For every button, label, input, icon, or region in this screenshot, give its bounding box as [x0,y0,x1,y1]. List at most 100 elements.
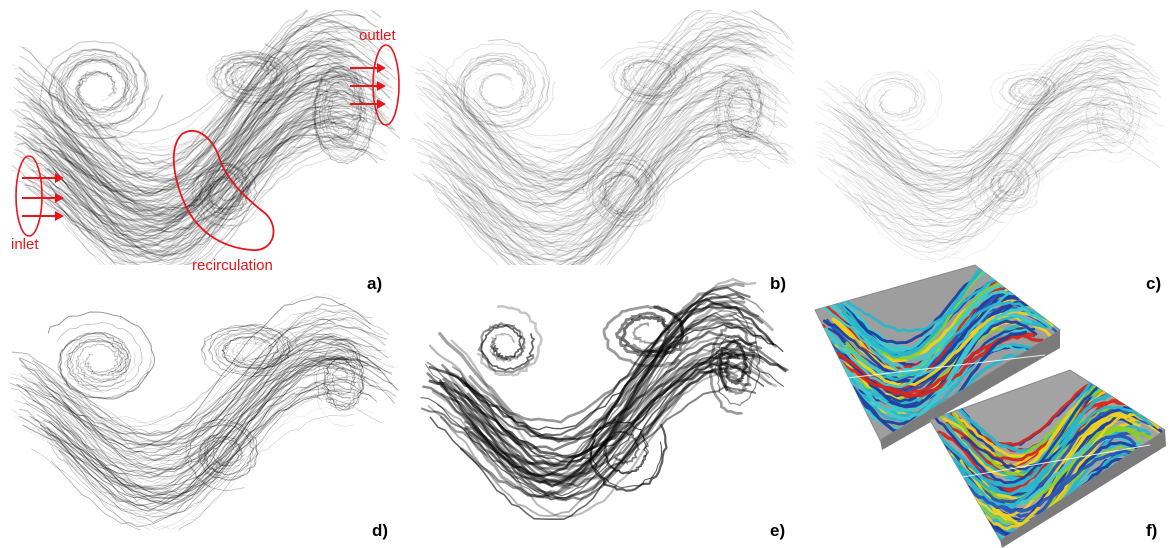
streamline [437,32,766,180]
streamline [31,96,384,265]
streamline [42,22,340,146]
streamline [19,52,348,160]
streamline [863,104,1117,212]
streamline [26,125,356,265]
streamline [717,71,758,155]
streamtube [843,265,1053,360]
streamline [624,61,687,96]
streamline [44,121,358,265]
streamline [720,75,767,147]
recirculation-outline [172,130,275,251]
streamline [977,159,1037,215]
streamline [452,103,742,202]
streamline [417,118,762,234]
streamline [624,60,673,97]
streamline [432,109,762,265]
streamline [53,61,344,182]
streamline [427,345,770,517]
streamline [866,103,1120,186]
streamline [449,25,794,192]
streamline [16,39,345,217]
streamline [326,347,361,404]
streamline [14,115,374,220]
streamline [980,151,1045,214]
streamline [41,108,355,256]
streamline [486,323,526,363]
streamline [49,116,354,265]
streamline [453,26,744,207]
streamline [424,310,737,501]
streamlines-d [9,293,399,530]
streamline [854,99,1149,247]
streamline [450,277,757,470]
streamline [449,80,779,197]
streamline [708,325,756,416]
streamline [21,10,382,180]
streamline [77,71,118,111]
streamline [445,134,743,233]
streamline [449,98,770,222]
streamline [25,134,354,234]
streamline [66,46,341,218]
streamline [1009,78,1050,105]
streamline [581,153,659,221]
streamline [323,355,364,408]
streamline [39,84,376,253]
streamline [827,75,1158,219]
streamline [841,123,1116,228]
streamline [411,39,763,137]
streamline [438,126,751,265]
streamline [847,119,1150,234]
streamline [193,164,250,226]
streamlines-e [420,277,789,520]
streamline [466,61,526,123]
inlet-arrowhead [55,211,64,221]
streamline [1012,76,1057,104]
streamline [444,10,789,174]
outlet-arrowhead [377,81,386,91]
streamline [594,146,665,228]
streamline [53,342,382,447]
streamtube [833,326,1037,401]
streamline [982,155,1039,210]
streamline [186,423,254,492]
streamline [64,25,386,186]
streamline [329,356,356,397]
streamline [49,43,355,170]
streamline [833,99,1164,211]
streamline [858,46,1153,198]
streamline [66,337,126,390]
streamline [853,44,1155,175]
streamline [429,87,758,241]
streamline [41,329,377,426]
streamline [213,327,301,375]
streamline [459,55,765,245]
streamline [19,10,379,179]
streamline [10,349,354,443]
panel-a: inlet outlet recirculation a) [9,10,400,293]
streamline [63,138,346,264]
streamline [840,109,1150,194]
streamline [235,337,271,361]
streamtube [833,307,1053,421]
streamline [13,49,381,214]
streamline [727,87,755,135]
streamline [716,338,750,392]
streamline [603,172,651,216]
streamline [64,335,128,393]
streamline [821,126,1159,219]
streamline [609,172,644,208]
streamline [18,387,356,473]
streamline [321,71,367,144]
streamline [49,136,386,235]
streamline [43,378,357,499]
streamline [428,104,742,265]
streamline [50,49,139,119]
streamline [29,104,351,211]
streamline [201,324,291,370]
streamline [59,331,149,399]
streamline [208,177,245,209]
streamline [601,163,654,218]
streamline [45,355,343,450]
streamline [22,392,352,490]
